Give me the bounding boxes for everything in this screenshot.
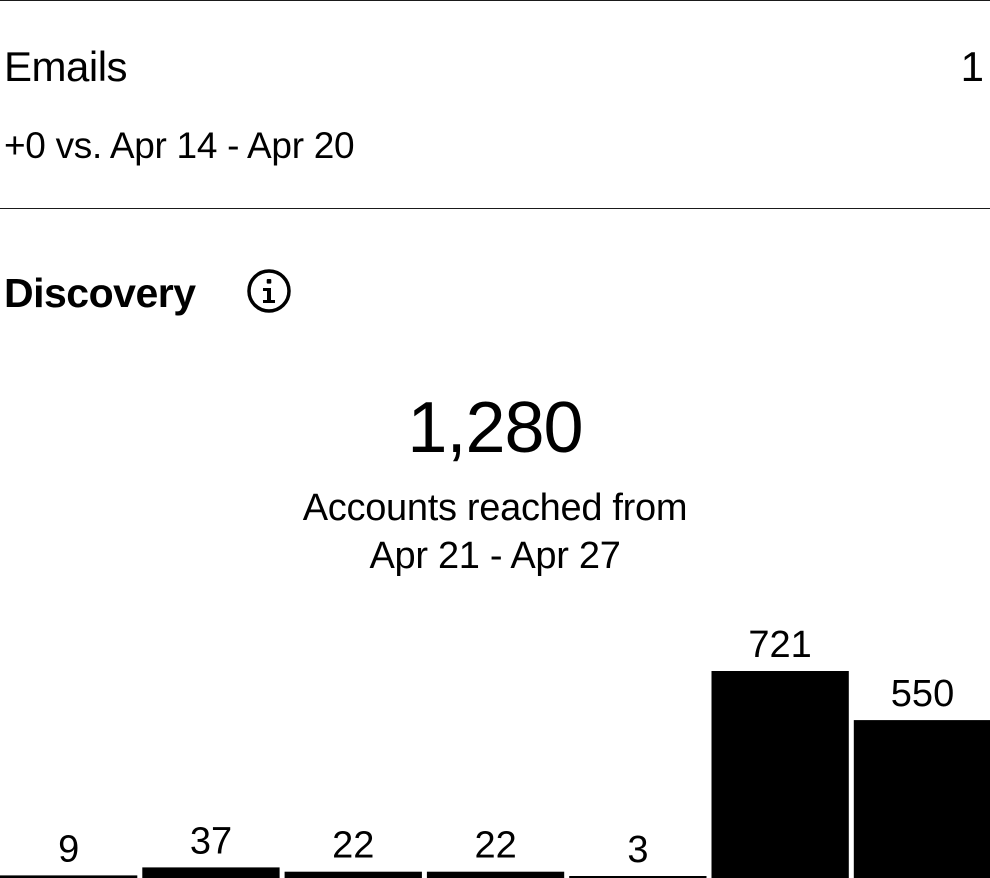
bar-label-0: 9: [58, 828, 79, 870]
bar-4: [569, 876, 707, 878]
emails-comparison: +0 vs. Apr 14 - Apr 20: [4, 125, 355, 166]
bar-0: [0, 875, 138, 878]
bar-label-5: 721: [748, 624, 811, 666]
bar-label-1: 37: [190, 820, 232, 862]
caption-line-1: Accounts reached from: [302, 487, 688, 529]
bar-1: [142, 867, 280, 878]
accounts-reached-caption: Accounts reached from Apr 21 - Apr 27: [0, 484, 990, 580]
bar-label-3: 22: [474, 825, 516, 867]
discovery-bar-chart: 9 37 22 22 3 721 550: [0, 624, 990, 878]
info-icon[interactable]: [245, 267, 293, 315]
discovery-title: Discovery: [4, 270, 196, 316]
caption-line-2: Apr 21 - Apr 27: [369, 535, 621, 577]
emails-value: 1: [960, 43, 984, 90]
bar-3: [426, 871, 565, 878]
section-divider: [0, 208, 990, 209]
bar-6: [853, 720, 990, 878]
emails-label: Emails: [4, 43, 128, 90]
bar-5: [711, 671, 849, 878]
bar-label-2: 22: [332, 825, 374, 867]
accounts-reached-value: 1,280: [407, 388, 583, 468]
bar-2: [284, 871, 422, 878]
top-divider: [0, 0, 990, 1]
bar-label-6: 550: [891, 673, 954, 715]
bar-label-4: 3: [627, 829, 648, 871]
